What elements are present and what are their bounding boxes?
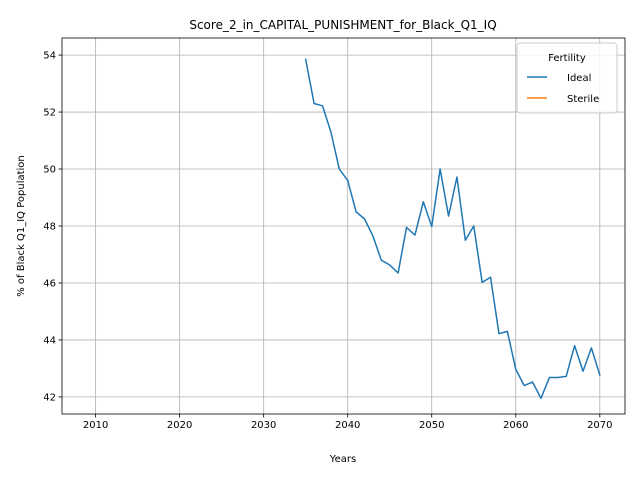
grid-lines (62, 38, 625, 414)
chart-title: Score_2_in_CAPITAL_PUNISHMENT_for_Black_… (189, 18, 496, 32)
x-axis-ticks: 2010 2020 2030 2040 2050 2060 2070 (83, 414, 613, 431)
x-tick-label: 2040 (335, 420, 360, 431)
x-tick-label: 2070 (587, 420, 612, 431)
y-tick-label: 48 (43, 222, 56, 233)
x-tick-label: 2010 (83, 420, 108, 431)
legend-box (516, 42, 618, 114)
legend-label-ideal: Ideal (567, 73, 591, 84)
legend-title: Fertility (548, 53, 586, 64)
legend-label-sterile: Sterile (567, 94, 599, 105)
y-tick-label: 54 (43, 51, 56, 62)
series-line-ideal (304, 58, 601, 400)
x-tick-label: 2050 (419, 420, 444, 431)
series-layer (304, 58, 601, 400)
y-tick-label: 52 (43, 108, 56, 119)
x-tick-label: 2060 (503, 420, 528, 431)
x-tick-label: 2020 (167, 420, 192, 431)
y-tick-label: 44 (43, 335, 56, 346)
y-tick-label: 50 (43, 165, 56, 176)
y-axis-ticks: 42 44 46 48 50 52 54 (43, 51, 62, 403)
legend: Fertility Ideal Sterile (516, 42, 618, 114)
x-tick-label: 2030 (251, 420, 276, 431)
x-axis-label: Years (329, 454, 356, 465)
y-tick-label: 46 (43, 278, 56, 289)
y-axis-label: % of Black Q1_IQ Population (16, 155, 27, 297)
y-tick-label: 42 (43, 392, 56, 403)
